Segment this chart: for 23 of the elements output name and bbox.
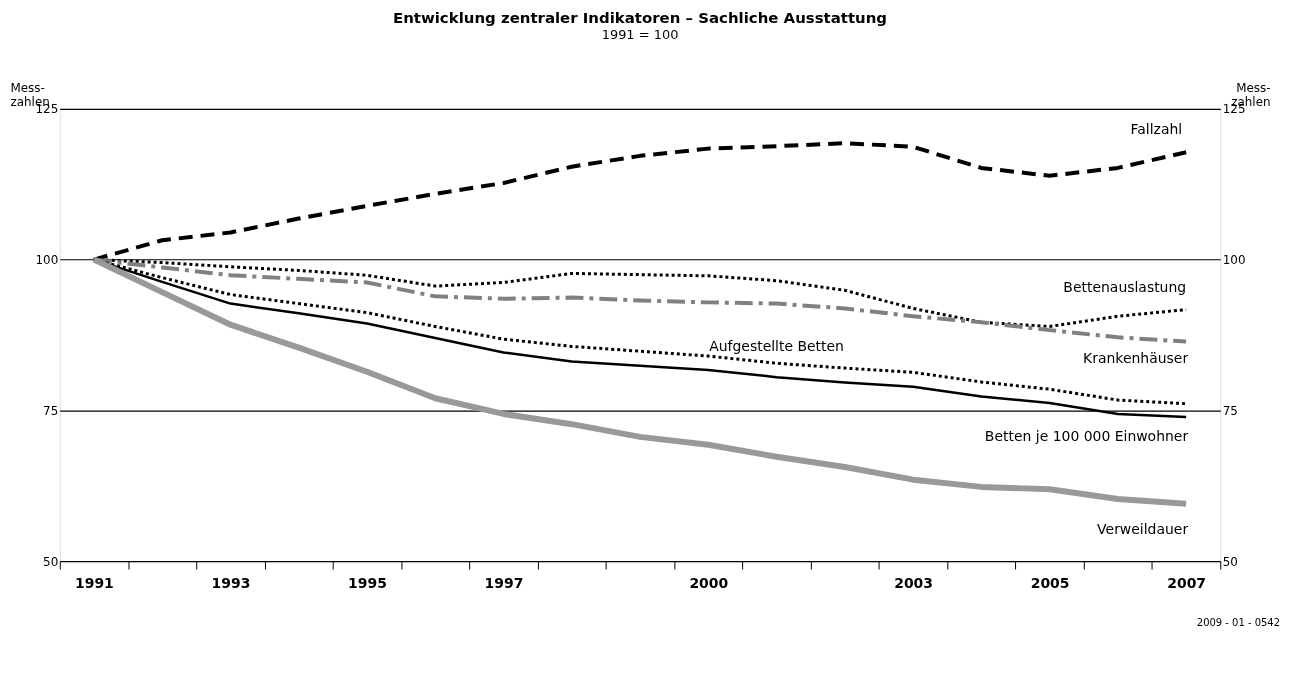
chart-title: Entwicklung zentraler Indikatoren – Sachliche Ausstattung (392, 9, 888, 28)
x-tick-label: 1991 (75, 575, 114, 592)
y2-tick-label: 50 (1222, 554, 1238, 569)
series-label: Betten je 100 000 Einwohner (984, 427, 1189, 444)
text: 2009 - 01 - 0542 (1196, 616, 1281, 628)
series-label: Krankenhäuser (1083, 350, 1189, 367)
x-tick-label: 1997 (484, 575, 524, 592)
x-tick-label: 1995 (348, 575, 387, 592)
x-tick-label: 2003 (894, 575, 933, 592)
y-tick-label: 50 (43, 554, 59, 569)
y2-tick-label: 100 (1222, 253, 1246, 268)
y-tick-label: 100 (35, 253, 59, 268)
series-label: Verweildauer (1097, 520, 1189, 537)
x-tick-label: 2000 (689, 575, 729, 592)
series-label: Fallzahl (1130, 121, 1183, 138)
x-tick-label: 1993 (211, 575, 251, 592)
x-tick-label: 2007 (1167, 575, 1207, 592)
series-label: Aufgestellte Betten (709, 338, 844, 355)
y2-tick-label: 75 (1222, 403, 1238, 418)
series-label: Bettenauslastung (1063, 278, 1187, 295)
y-tick-label: 75 (43, 403, 59, 418)
x-tick-label: 2005 (1030, 575, 1070, 592)
chart-subtitle: 1991 = 100 (601, 27, 679, 43)
